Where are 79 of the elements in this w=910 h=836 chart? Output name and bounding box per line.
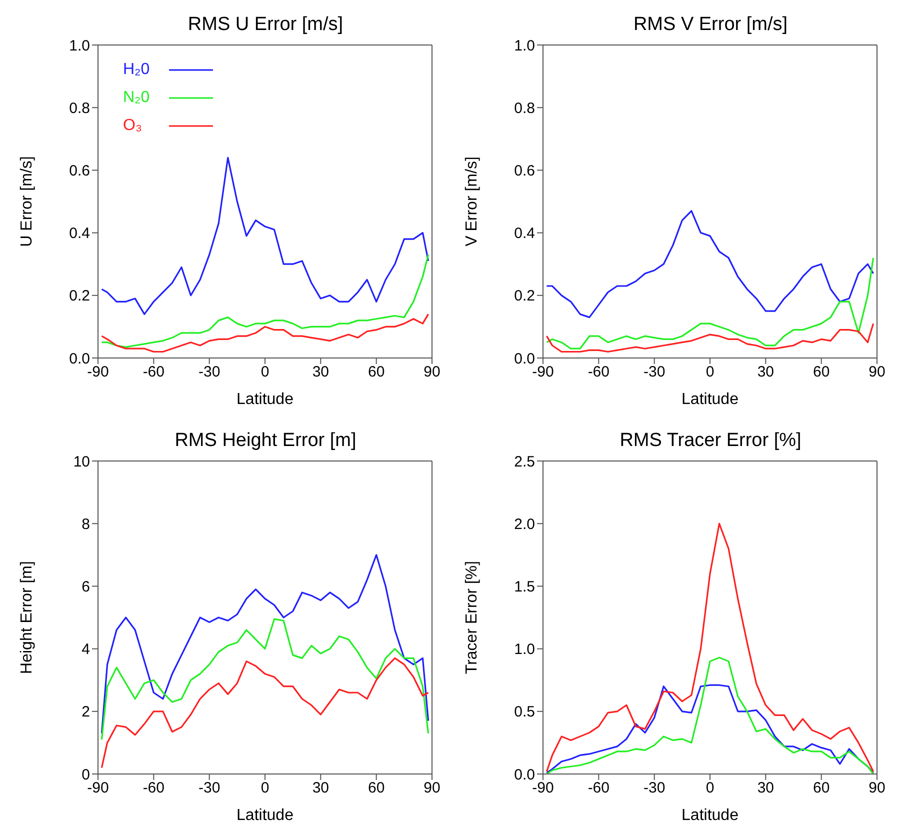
y-tick-label: 1.0 <box>69 37 90 54</box>
y-tick-label: 4 <box>82 641 90 658</box>
y-tick-label: 0.5 <box>514 704 535 721</box>
x-tick-label: -90 <box>532 780 554 797</box>
y-tick-label: 0.2 <box>69 288 90 305</box>
y-tick-label: 0.6 <box>69 162 90 180</box>
x-tick-label: -90 <box>87 364 109 381</box>
x-tick-label: -60 <box>588 364 610 381</box>
y-tick-label: 0.4 <box>514 225 535 242</box>
x-tick-label: 60 <box>812 780 830 797</box>
x-tick-label: 90 <box>424 364 440 381</box>
x-axis-title: Latitude <box>236 391 294 408</box>
line-series <box>100 313 430 353</box>
x-tick-label: -30 <box>198 364 220 381</box>
y-tick-label: 0.8 <box>69 100 90 117</box>
y-tick-label: 0.0 <box>514 766 535 784</box>
y-tick-label: 0 <box>82 766 90 784</box>
x-tick-label: 0 <box>706 780 714 797</box>
chart-title: RMS Height Error [m] <box>174 430 358 452</box>
line-series <box>100 618 430 740</box>
y-axis-title: Tracer Error [%] <box>464 560 481 674</box>
y-tick-label: 0.6 <box>514 162 535 180</box>
line-series <box>546 322 874 353</box>
y-tick-label: 0.8 <box>514 100 535 117</box>
y-tick-label: 2 <box>82 704 90 721</box>
line-series <box>546 522 874 772</box>
y-axis-title: Height Error [m] <box>18 561 36 674</box>
chart-title: RMS U Error [m/s] <box>186 14 344 36</box>
y-tick-label: 8 <box>82 516 90 533</box>
line-series <box>100 657 430 769</box>
line-series <box>546 684 874 774</box>
line-series <box>546 257 874 350</box>
x-tick-label: 30 <box>757 364 774 381</box>
y-axis-title: V Error [m/s] <box>464 156 481 246</box>
y-tick-label: 1.5 <box>514 578 535 596</box>
x-axis-title: Latitude <box>682 391 739 408</box>
y-tick-label: 0.2 <box>514 288 535 305</box>
x-tick-label: 90 <box>868 364 886 381</box>
x-tick-label: -60 <box>142 780 165 797</box>
line-series <box>546 656 874 774</box>
line-series <box>546 210 874 318</box>
chart-title: RMS V Error [m/s] <box>632 14 789 36</box>
x-tick-label: 60 <box>368 780 385 797</box>
x-axis-title: Latitude <box>682 807 739 824</box>
legend-label: H₂0 <box>123 61 151 79</box>
y-tick-label: 0.0 <box>514 350 535 368</box>
y-tick-label: 10 <box>73 453 90 470</box>
x-tick-label: 0 <box>706 364 714 381</box>
x-tick-label: 60 <box>368 364 385 381</box>
x-tick-label: -30 <box>198 780 220 797</box>
y-axis-title: U Error [m/s] <box>18 156 36 247</box>
x-tick-label: -60 <box>588 780 610 797</box>
x-tick-label: 30 <box>312 780 330 797</box>
x-tick-label: 30 <box>312 364 330 381</box>
x-tick-label: 90 <box>868 780 886 797</box>
line-series <box>100 156 430 315</box>
line-series <box>100 254 430 348</box>
x-tick-label: 60 <box>812 364 830 381</box>
y-tick-label: 2.0 <box>514 516 535 533</box>
y-tick-label: 1.0 <box>514 37 535 54</box>
y-tick-label: 6 <box>82 578 90 596</box>
x-tick-label: 0 <box>260 364 270 381</box>
x-tick-label: -30 <box>643 780 666 797</box>
legend-label: N₂0 <box>123 89 151 107</box>
legend-label: O₃ <box>123 117 143 135</box>
x-tick-label: -30 <box>643 364 666 381</box>
y-tick-label: 1.0 <box>514 641 535 658</box>
y-tick-label: 2.5 <box>514 453 535 470</box>
y-tick-label: 0.4 <box>69 225 90 242</box>
x-tick-label: -60 <box>142 364 165 381</box>
x-axis-title: Latitude <box>236 807 294 824</box>
y-tick-label: 0.0 <box>69 350 90 368</box>
x-tick-label: 0 <box>260 780 270 797</box>
chart-title: RMS Tracer Error [%] <box>618 430 802 452</box>
x-tick-label: -90 <box>532 364 554 381</box>
x-tick-label: 90 <box>424 780 440 797</box>
x-tick-label: 30 <box>757 780 774 797</box>
x-tick-label: -90 <box>87 780 109 797</box>
line-series <box>100 554 430 734</box>
